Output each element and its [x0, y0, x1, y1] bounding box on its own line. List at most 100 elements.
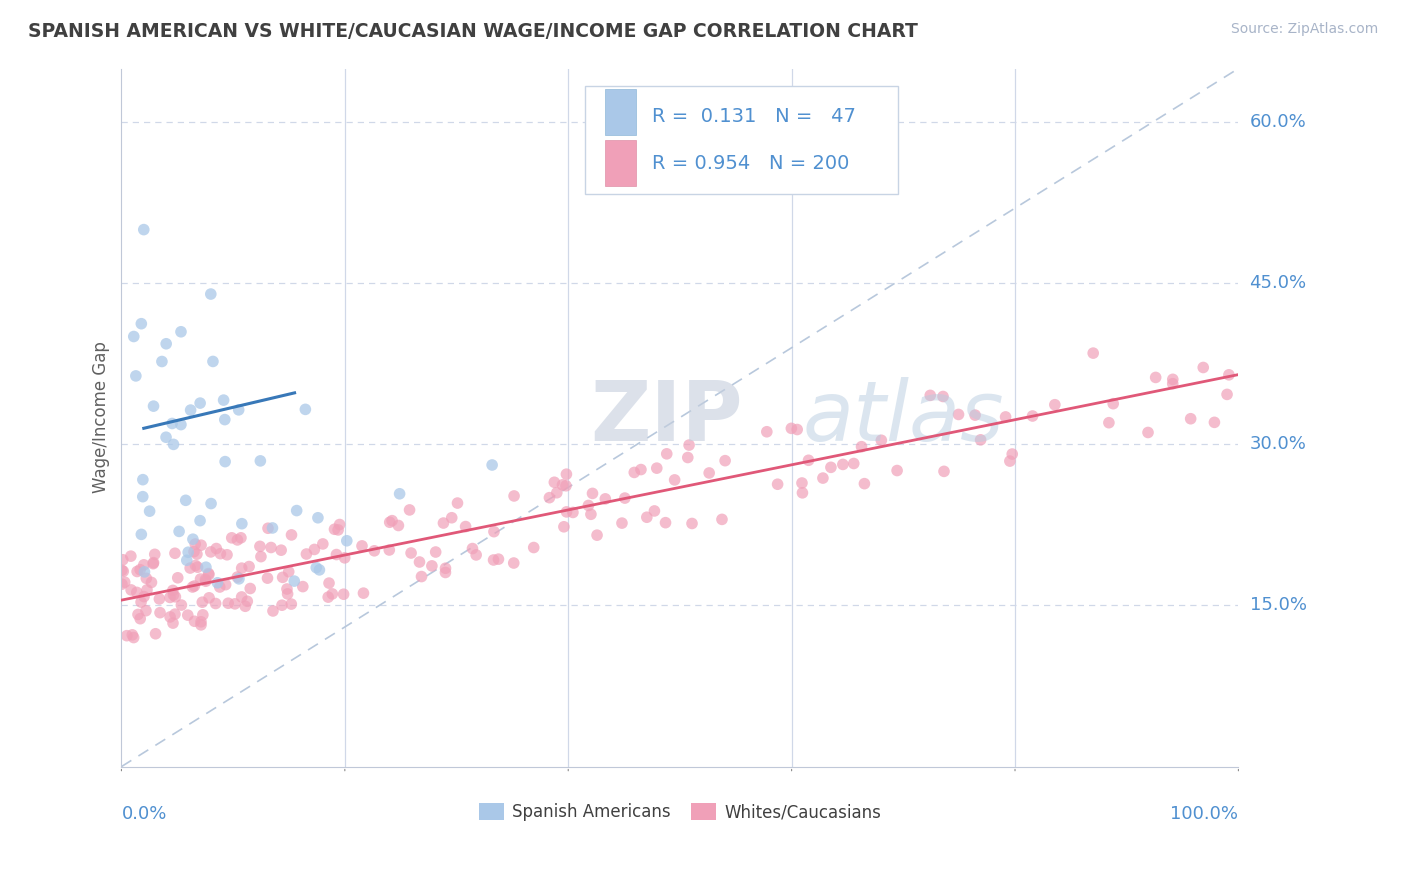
Point [381, 514, 404, 528]
Point [932, 390, 955, 404]
Point [276, 582, 298, 596]
Y-axis label: Wage/Income Gap: Wage/Income Gap [93, 342, 110, 493]
Point [1144, 370, 1167, 384]
Point [285, 503, 308, 517]
Point [932, 464, 955, 478]
Point [295, 547, 318, 561]
Point [131, 317, 153, 331]
Text: 30.0%: 30.0% [1250, 435, 1306, 453]
Point [363, 543, 385, 558]
Point [538, 491, 561, 505]
Point [214, 455, 236, 469]
Point [440, 510, 463, 524]
Point [482, 553, 505, 567]
Point [121, 628, 143, 642]
Point [636, 510, 658, 524]
Point [179, 561, 201, 575]
Point [250, 549, 273, 564]
Point [190, 618, 212, 632]
Point [165, 590, 187, 604]
Point [142, 399, 165, 413]
Point [831, 458, 853, 472]
Point [236, 594, 259, 608]
Point [434, 561, 457, 575]
Point [122, 631, 145, 645]
Point [333, 550, 356, 565]
Point [215, 548, 238, 562]
Point [387, 518, 409, 533]
Point [132, 473, 155, 487]
Point [786, 423, 808, 437]
Point [190, 538, 212, 552]
Point [167, 524, 190, 539]
Point [183, 544, 205, 558]
Point [643, 504, 665, 518]
Point [132, 222, 155, 236]
Point [411, 569, 433, 583]
Point [262, 521, 284, 535]
Point [561, 505, 583, 519]
Point [204, 597, 226, 611]
Point [654, 516, 676, 530]
Point [755, 425, 778, 439]
Point [129, 563, 152, 577]
Point [148, 591, 170, 606]
Text: ZIP: ZIP [591, 377, 742, 458]
Point [131, 527, 153, 541]
Point [180, 403, 202, 417]
Point [200, 545, 222, 559]
Point [208, 580, 231, 594]
Point [623, 466, 645, 480]
Text: 60.0%: 60.0% [1250, 113, 1306, 131]
Point [181, 532, 204, 546]
Point [177, 545, 200, 559]
Point [191, 607, 214, 622]
Point [280, 528, 302, 542]
Point [920, 388, 942, 402]
Point [555, 505, 578, 519]
Point [238, 559, 260, 574]
Point [198, 567, 221, 582]
Point [143, 547, 166, 561]
Point [190, 615, 212, 629]
Text: R =  0.131   N =   47: R = 0.131 N = 47 [652, 107, 856, 126]
Point [127, 607, 149, 622]
Point [170, 417, 193, 432]
Point [1137, 425, 1160, 440]
Point [291, 580, 314, 594]
Point [111, 553, 134, 567]
Point [129, 612, 152, 626]
Text: atlas: atlas [803, 377, 1004, 458]
Text: 100.0%: 100.0% [1170, 805, 1239, 823]
Point [111, 577, 134, 591]
Point [162, 437, 184, 451]
Point [350, 539, 373, 553]
Point [120, 582, 142, 597]
Point [461, 541, 484, 556]
Point [586, 528, 609, 542]
Point [257, 521, 280, 535]
Point [209, 547, 232, 561]
Point [231, 590, 253, 604]
Point [502, 556, 524, 570]
Point [221, 531, 243, 545]
Point [1204, 415, 1226, 429]
Point [155, 336, 177, 351]
Point [183, 614, 205, 628]
Point [446, 496, 468, 510]
Text: SPANISH AMERICAN VS WHITE/CAUCASIAN WAGE/INCOME GAP CORRELATION CHART: SPANISH AMERICAN VS WHITE/CAUCASIAN WAGE… [28, 22, 918, 41]
Point [318, 576, 340, 591]
Point [851, 440, 873, 454]
Point [129, 595, 152, 609]
Point [780, 421, 803, 435]
Point [886, 464, 908, 478]
Point [1083, 346, 1105, 360]
Point [482, 524, 505, 539]
Point [546, 485, 568, 500]
Point [194, 574, 217, 589]
Point [766, 477, 789, 491]
Point [388, 487, 411, 501]
Point [155, 430, 177, 444]
Point [214, 577, 236, 591]
Point [481, 458, 503, 472]
